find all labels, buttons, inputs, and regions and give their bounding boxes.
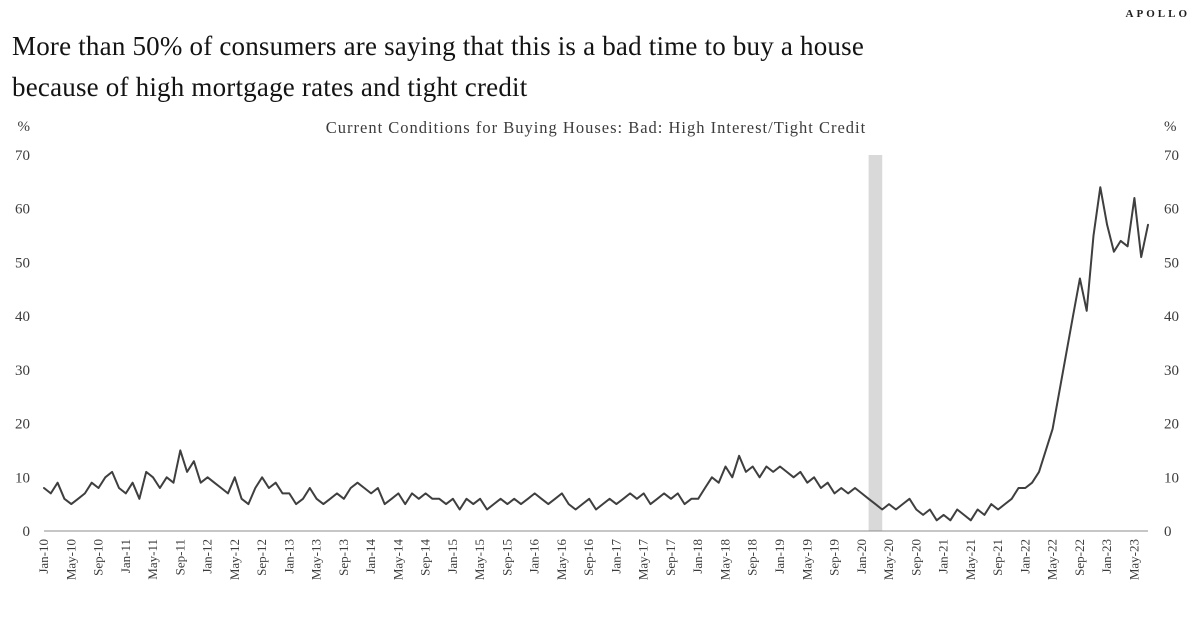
x-tick-label: Sep-22: [1072, 539, 1087, 576]
x-tick-label: May-23: [1126, 539, 1141, 580]
x-tick-label: Sep-14: [418, 539, 433, 576]
chart-container: Current Conditions for Buying Houses: Ba…: [0, 107, 1200, 599]
y-tick-label-left: 70: [15, 148, 30, 164]
x-tick-label: Jan-20: [854, 539, 869, 574]
x-tick-label: Jan-11: [118, 539, 133, 573]
chart-svg: Current Conditions for Buying Houses: Ba…: [15, 118, 1179, 581]
x-tick-label: Sep-12: [254, 539, 269, 576]
data-line-series: [43, 186, 1149, 522]
y-tick-label-left: 40: [15, 309, 30, 325]
x-tick-label: May-16: [554, 539, 569, 581]
y-tick-label-left: 0: [23, 524, 31, 540]
x-tick-label: Jan-14: [363, 539, 378, 574]
x-tick-label: May-22: [1045, 539, 1060, 580]
page-title-line2: because of high mortgage rates and tight…: [12, 71, 528, 102]
x-tick-label: Jan-23: [1099, 539, 1114, 574]
y-axis-unit-left: %: [18, 119, 31, 135]
x-tick-label: Jan-17: [608, 539, 623, 574]
x-tick-label: May-12: [227, 539, 242, 580]
x-tick-label: May-19: [799, 539, 814, 580]
x-tick-label: May-15: [472, 539, 487, 580]
recession-band: [868, 155, 883, 531]
x-tick-label: May-11: [145, 539, 160, 580]
x-tick-label: May-14: [390, 539, 405, 581]
y-tick-label-right: 0: [1164, 524, 1172, 540]
x-tick-label: May-20: [881, 539, 896, 580]
y-axis-unit-right: %: [1164, 119, 1177, 135]
page-title-line1: More than 50% of consumers are saying th…: [12, 31, 865, 61]
y-tick-label-right: 30: [1164, 363, 1179, 379]
x-tick-label: May-10: [63, 539, 78, 580]
x-tick-label: Jan-15: [445, 539, 460, 574]
x-tick-label: Sep-10: [91, 539, 106, 576]
x-tick-label: Sep-19: [827, 539, 842, 576]
x-tick-label: Jan-13: [281, 539, 296, 574]
x-tick-label: Jan-21: [936, 539, 951, 574]
x-tick-label: May-18: [717, 539, 732, 580]
x-tick-label: Jan-12: [200, 539, 215, 574]
x-tick-label: Sep-11: [172, 539, 187, 575]
y-tick-label-left: 20: [15, 417, 30, 433]
x-tick-label: Sep-15: [499, 539, 514, 576]
x-tick-label: May-21: [963, 539, 978, 580]
y-tick-label-right: 10: [1164, 470, 1179, 486]
x-tick-label: Sep-13: [336, 539, 351, 576]
x-tick-label: Jan-10: [36, 539, 51, 574]
x-tick-label: Sep-18: [745, 539, 760, 576]
y-tick-label-left: 30: [15, 363, 30, 379]
x-tick-label: Jan-16: [527, 539, 542, 574]
x-tick-label: May-13: [309, 539, 324, 580]
y-tick-label-left: 60: [15, 202, 30, 218]
y-tick-label-right: 70: [1164, 148, 1179, 164]
x-tick-label: Jan-19: [772, 539, 787, 574]
y-tick-label-right: 20: [1164, 417, 1179, 433]
y-tick-label-right: 50: [1164, 255, 1179, 271]
x-tick-label: Jan-22: [1017, 539, 1032, 574]
x-tick-label: Sep-21: [990, 539, 1005, 576]
x-tick-label: Sep-17: [663, 539, 678, 576]
y-tick-label-right: 40: [1164, 309, 1179, 325]
y-tick-label-left: 10: [15, 470, 30, 486]
page-header: APOLLO More than 50% of consumers are sa…: [0, 0, 1200, 107]
y-tick-label-right: 60: [1164, 202, 1179, 218]
x-tick-label: Sep-16: [581, 539, 596, 576]
x-tick-label: Jan-18: [690, 539, 705, 574]
x-tick-label: Sep-20: [908, 539, 923, 576]
apollo-logo: APOLLO: [1125, 8, 1190, 20]
chart-title: Current Conditions for Buying Houses: Ba…: [326, 118, 866, 137]
y-tick-label-left: 50: [15, 255, 30, 271]
x-tick-label: May-17: [636, 539, 651, 581]
